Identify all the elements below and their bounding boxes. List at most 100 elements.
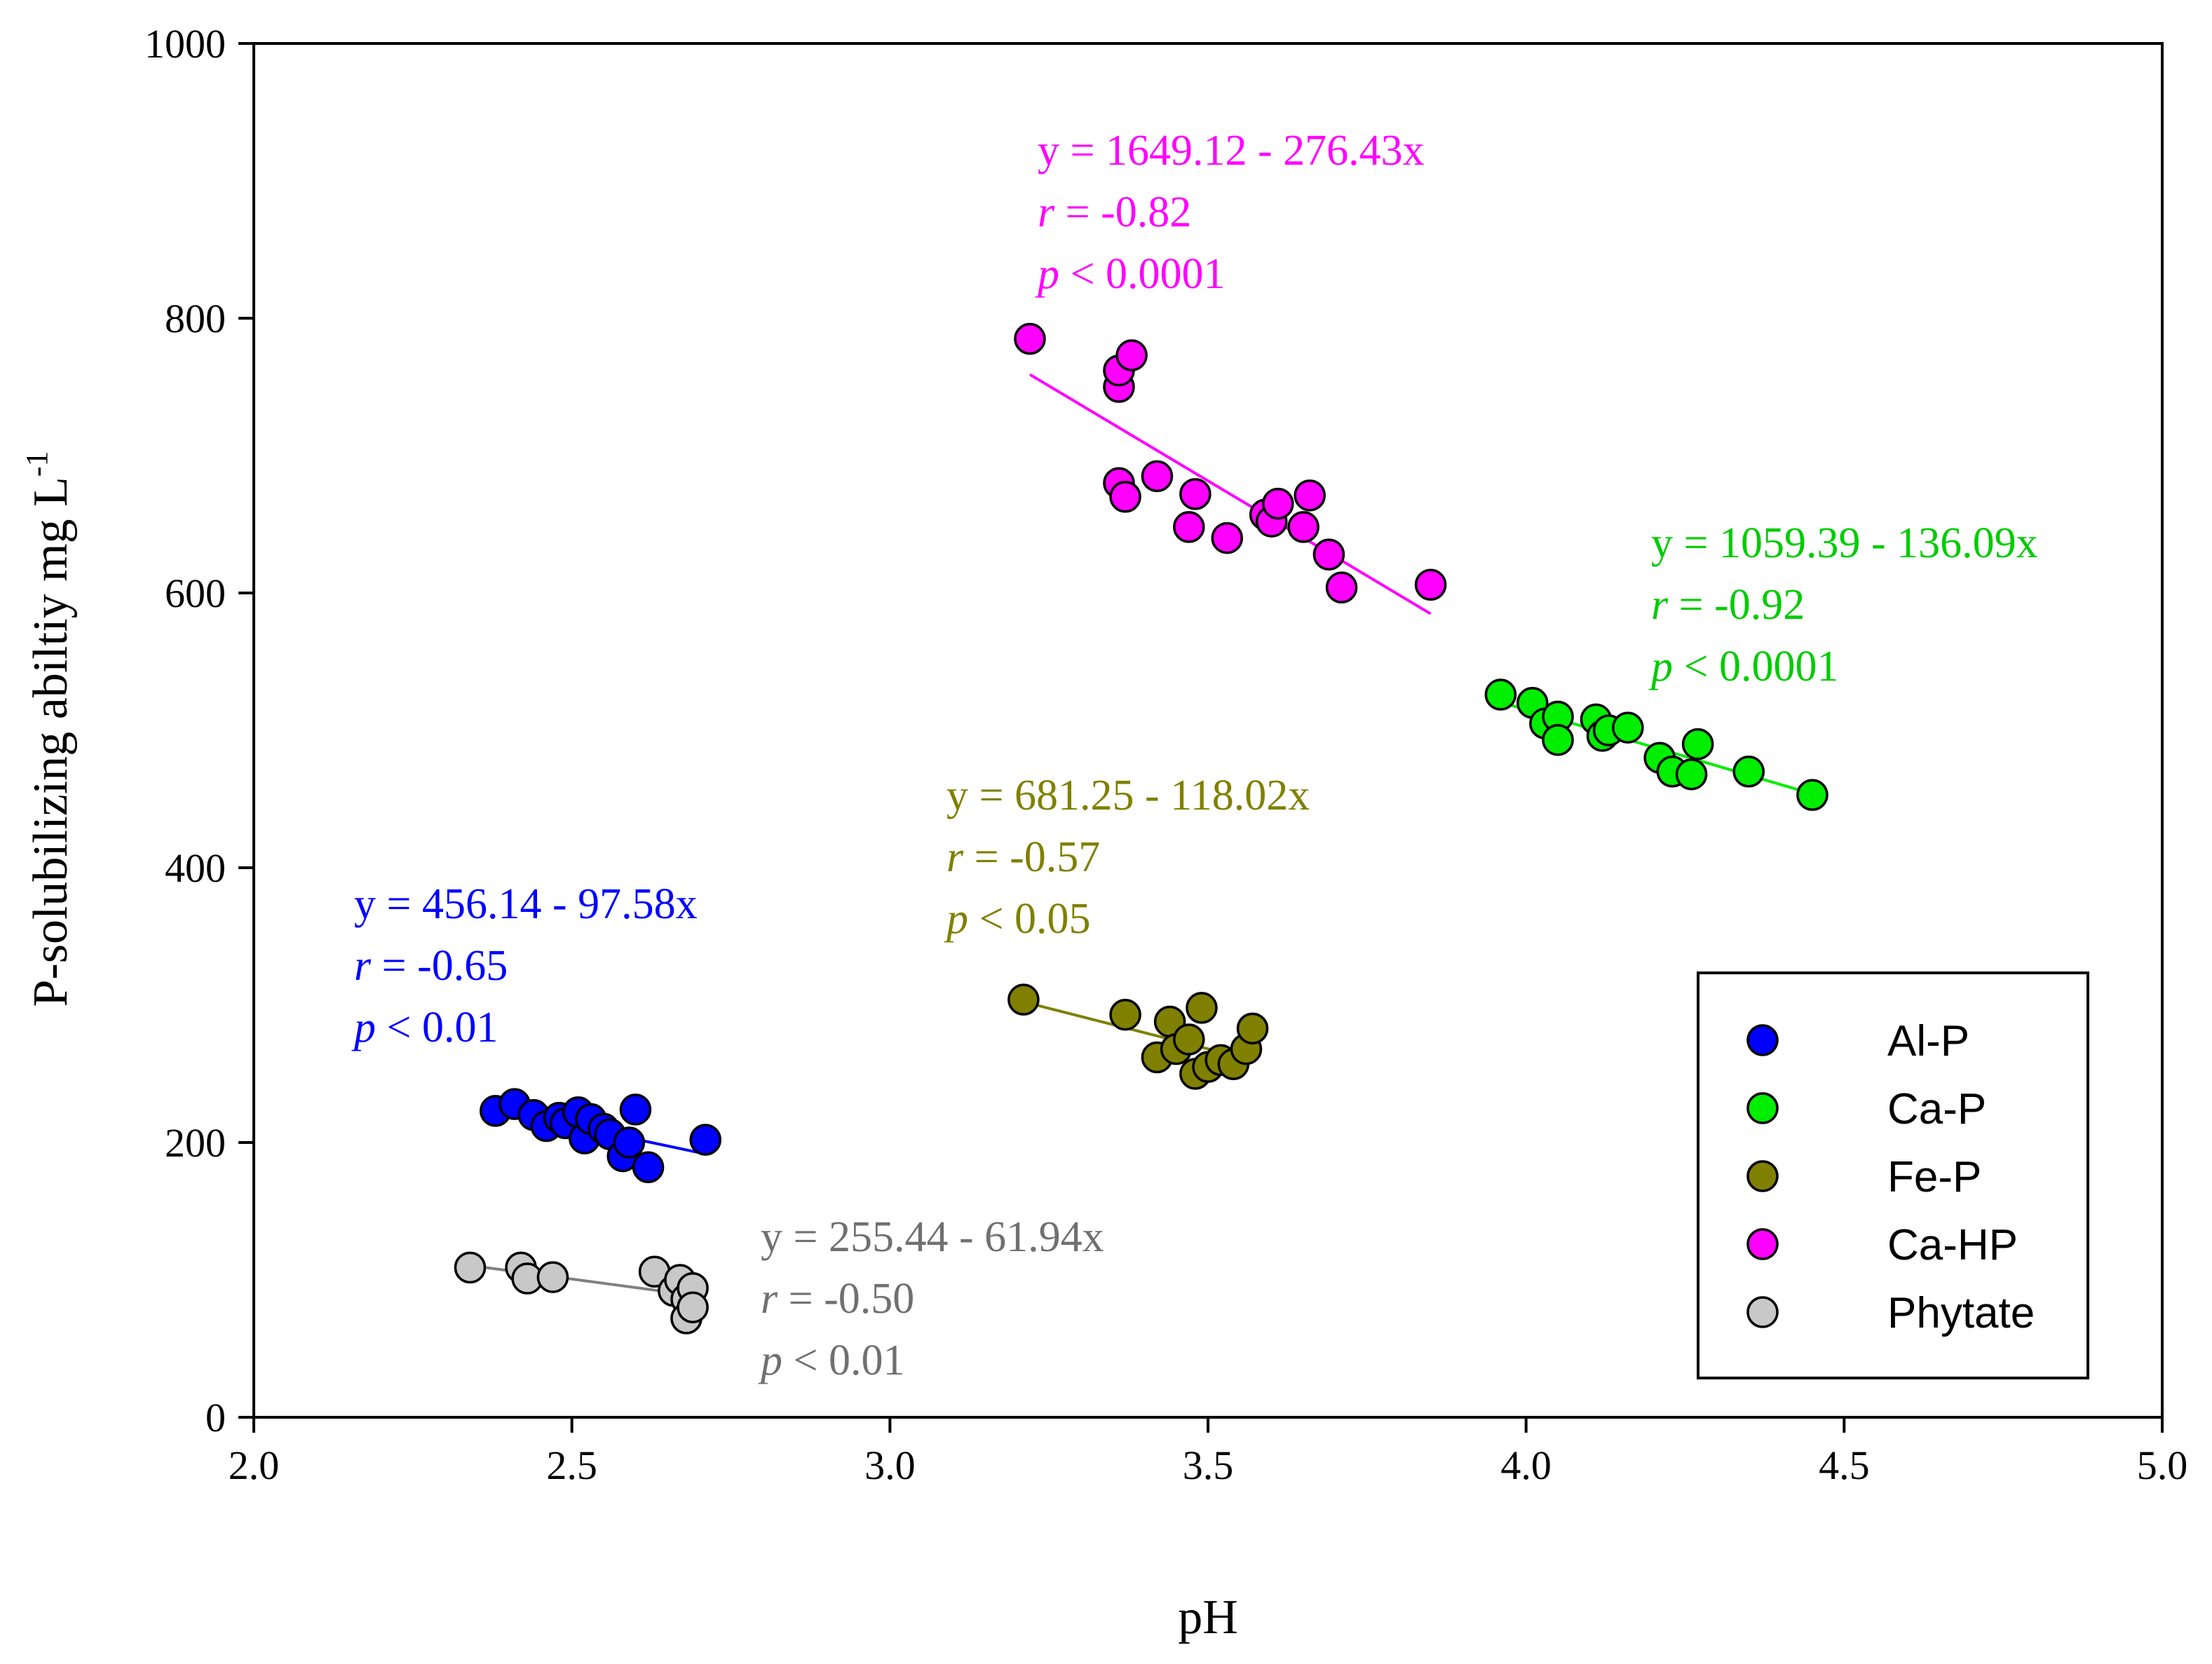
y-tick-label: 800 (165, 296, 226, 341)
data-point-ca-p (1542, 723, 1574, 756)
p-value: < 0.05 (968, 895, 1090, 943)
r-value: = -0.57 (963, 833, 1100, 881)
p-value: < 0.01 (376, 1004, 498, 1051)
y-tick-label: 200 (165, 1120, 226, 1166)
p-label: p < 0.01 (758, 1337, 904, 1384)
data-point-ca-p (1681, 728, 1714, 761)
y-tick-label: 600 (165, 571, 226, 616)
legend-label-ca-p: Ca-P (1887, 1085, 1986, 1133)
data-point-fe-p (1173, 1023, 1205, 1056)
legend-label-ca-hp: Ca-HP (1887, 1221, 2018, 1269)
data-point-ca-p (1732, 756, 1765, 788)
p-value: < 0.0001 (1059, 250, 1225, 298)
legend-label-phytate: Phytate (1887, 1289, 2035, 1337)
x-tick-label: 3.0 (864, 1443, 916, 1488)
data-point-ca-hp (1211, 521, 1243, 554)
r-symbol: r (1038, 189, 1055, 236)
p-label: p < 0.05 (944, 895, 1090, 943)
p-value: < 0.0001 (1673, 643, 1838, 690)
r-value: = -0.82 (1054, 189, 1191, 236)
r-symbol: r (946, 833, 964, 881)
fit-line-ca-hp (1029, 373, 1432, 615)
equation-label: y = 1649.12 - 276.43x (1038, 127, 1425, 175)
data-point-ca-p (1612, 711, 1644, 744)
axes: 2.0 2.5 3.0 3.5 4.0 4.5 5.0 0 200 400 600 800 1000 (144, 21, 2187, 1488)
equation-label: y = 456.14 - 97.58x (354, 880, 698, 928)
p-value: < 0.01 (782, 1337, 904, 1384)
legend-marker-fe-p (1746, 1160, 1779, 1192)
equation-label: y = 255.44 - 61.94x (761, 1213, 1104, 1261)
r-symbol: r (761, 1275, 778, 1323)
y-tick-label: 400 (165, 845, 226, 891)
x-axis-title: pH (1178, 1590, 1238, 1644)
r-label: r = -0.50 (761, 1275, 914, 1323)
legend: Al-P Ca-P Fe-P Ca-HP Phytate (1697, 971, 2089, 1379)
p-symbol: p (351, 1004, 376, 1051)
fit-lines (470, 373, 1813, 1297)
data-points (454, 322, 1828, 1335)
data-point-al-p (689, 1124, 721, 1156)
r-symbol: r (354, 942, 372, 990)
legend-label-fe-p: Fe-P (1887, 1153, 1981, 1201)
data-point-ca-hp (1414, 568, 1447, 601)
legend-marker-phytate (1746, 1296, 1779, 1328)
r-label: r = -0.65 (354, 942, 508, 990)
data-point-fe-p (1186, 992, 1218, 1024)
p-symbol: p (1035, 250, 1059, 298)
data-point-ca-hp (1287, 511, 1319, 543)
data-point-fe-p (1007, 983, 1040, 1016)
x-tick-label: 2.5 (546, 1443, 597, 1488)
data-point-ca-hp (1173, 511, 1205, 543)
y-axis-title: P-solubilizing abiltiy mg L-1 (20, 451, 78, 1007)
data-point-ca-hp (1325, 571, 1358, 603)
legend-label-al-p: Al-P (1887, 1017, 1969, 1065)
data-point-ca-hp (1312, 538, 1345, 571)
p-label: p < 0.01 (351, 1004, 498, 1051)
data-point-ca-p (1675, 758, 1708, 791)
r-label: r = -0.57 (946, 833, 1100, 881)
p-symbol: p (758, 1337, 782, 1384)
x-tick-label: 5.0 (2137, 1443, 2188, 1488)
p-label: p < 0.0001 (1648, 643, 1838, 690)
r-label: r = -0.82 (1038, 189, 1191, 236)
r-value: = -0.50 (778, 1275, 914, 1323)
data-point-ca-hp (1294, 479, 1326, 512)
r-value: = -0.65 (371, 942, 508, 990)
data-point-ca-hp (1109, 481, 1141, 513)
data-point-ca-hp (1262, 487, 1294, 520)
data-point-fe-p (1109, 998, 1141, 1031)
x-tick-label: 4.0 (1500, 1443, 1552, 1488)
r-symbol: r (1651, 581, 1669, 629)
y-axis-title-superscript: -1 (20, 451, 54, 477)
data-point-ca-hp (1141, 460, 1174, 493)
data-point-ca-hp (1179, 478, 1212, 510)
data-point-phytate (454, 1251, 487, 1284)
legend-marker-ca-hp (1746, 1228, 1779, 1260)
legend-marker-ca-p (1746, 1092, 1779, 1124)
data-point-ca-p (1796, 779, 1828, 811)
x-tick-label: 2.0 (229, 1443, 280, 1488)
data-point-ca-hp (1014, 322, 1046, 355)
y-tick-label: 0 (205, 1395, 226, 1440)
equation-label: y = 681.25 - 118.02x (946, 772, 1310, 819)
x-tick-label: 3.5 (1183, 1443, 1234, 1488)
data-point-al-p (632, 1151, 665, 1184)
regression-annotations: y = 456.14 - 97.58x r = -0.65 p < 0.01 y = … (351, 127, 2038, 1384)
r-label: r = -0.92 (1651, 581, 1805, 629)
data-point-fe-p (1236, 1012, 1269, 1045)
r-value: = -0.92 (1668, 581, 1805, 629)
y-axis-title-text: P-solubilizing abiltiy mg L (24, 477, 78, 1007)
data-point-ca-p (1484, 678, 1517, 711)
legend-marker-al-p (1746, 1024, 1779, 1056)
p-symbol: p (1648, 643, 1673, 690)
x-tick-label: 4.5 (1819, 1443, 1870, 1488)
data-point-phytate (536, 1261, 569, 1293)
p-label: p < 0.0001 (1035, 250, 1225, 298)
data-point-al-p (613, 1126, 646, 1159)
y-tick-label: 1000 (144, 21, 226, 67)
data-point-phytate (677, 1291, 709, 1323)
equation-label: y = 1059.39 - 136.09x (1651, 519, 2038, 567)
data-point-ca-hp (1115, 339, 1148, 371)
p-symbol: p (944, 895, 968, 943)
